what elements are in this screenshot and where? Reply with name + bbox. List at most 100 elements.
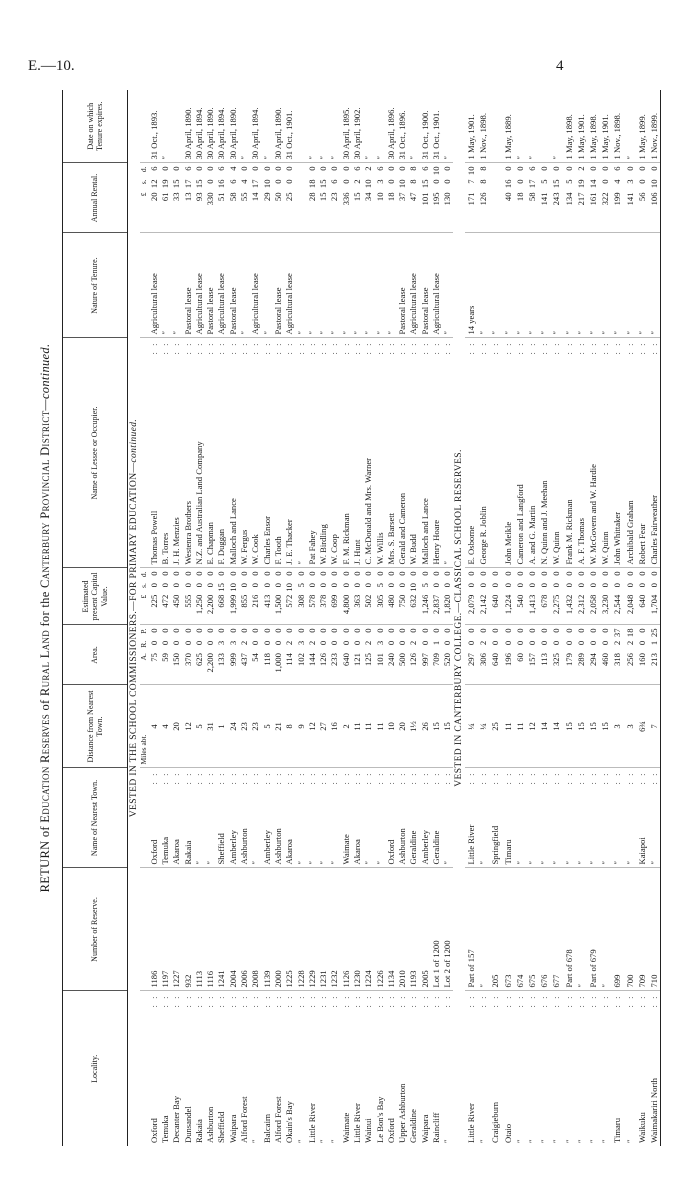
nearest-town: ″ [329, 860, 340, 865]
page-reference: E.—10. [28, 58, 75, 74]
area-part: 0 [563, 628, 574, 633]
locality-cell: Wainui [363, 991, 374, 1146]
rental-cell: 56 0 0 [635, 163, 648, 233]
area-part: 60 [514, 653, 525, 662]
lessee-cell: Archibald Graham [623, 338, 636, 568]
area-cell: 121 0 0 [351, 625, 363, 685]
area-part: 0 [502, 640, 513, 646]
locality-cell: Little River [465, 991, 477, 1146]
annual-rental-part: 6 [374, 166, 385, 171]
capital-value-cell: 216 0 0 [249, 568, 261, 625]
lessee-name: Gerald and Cameron [397, 492, 408, 565]
rental-cell: 33 15 0 [170, 163, 182, 233]
distance-cell: 15 [441, 685, 454, 768]
distance-cell: 14 [550, 685, 563, 768]
nearest-town: ″ [551, 860, 562, 865]
capital-value-cell: 2,275 0 0 [550, 568, 563, 625]
distance: 15 [431, 722, 442, 731]
area-cell: 294 0 0 [586, 625, 600, 685]
tenure: ″ [239, 330, 250, 335]
capital-value-cell: 2,058 0 0 [586, 568, 600, 625]
section-heading: VESTED IN THE SCHOOL COMMISSIONERS.—FOR … [128, 90, 141, 1146]
distance: 7 [648, 724, 659, 729]
rental-cell: 10 3 6 [373, 163, 386, 233]
town-cell: ″ [513, 768, 526, 868]
area-part: 0 [551, 628, 562, 633]
distance: 6¾ [636, 721, 647, 732]
area-cell: 54 0 0 [249, 625, 261, 685]
capital-value-part: 640 [636, 594, 647, 608]
distance: 21 [272, 722, 283, 731]
rental-cell: 330 0 0 [204, 163, 216, 233]
locality: Wainui [363, 1118, 374, 1143]
area-part: 0 [490, 640, 501, 646]
area-part: 0 [272, 640, 283, 646]
annual-rental-part: 8 [408, 166, 419, 171]
expiry-date: 1 Nov., 1898. [478, 113, 489, 160]
tenure: ″ [527, 330, 538, 335]
annual-rental-part: 0 [385, 166, 396, 171]
town-cell: Ashburton [396, 768, 408, 868]
table-row: Okain's Bay 1225 Akaroa 8 114 2 0 572 10 0 J. E. T… [283, 90, 295, 1146]
locality-cell: ″ [295, 991, 306, 1146]
capital-value-part: 0 [374, 571, 385, 576]
annual-rental-part: 0 [397, 166, 408, 171]
town-cell: ″ [538, 768, 551, 868]
annual-rental-part: 12 [148, 179, 159, 189]
distance: 23 [250, 722, 261, 731]
tenure-cell: Agricultural lease [148, 233, 160, 338]
expiry-date-cell [538, 90, 551, 163]
capital-value-part: 0 [272, 571, 283, 576]
distance: 15 [600, 722, 611, 731]
capital-value-cell: 572 10 0 [283, 568, 295, 625]
area-part: 500 [397, 653, 408, 666]
capital-value-part: 0 [318, 583, 329, 588]
lessee-cell: Cameron and Langford [513, 338, 526, 568]
town-cell: Amberley [260, 768, 273, 868]
area-part: 0 [159, 640, 170, 646]
reserve-cell: 1197 [159, 868, 171, 991]
reserve-cell: 2010 [396, 868, 408, 991]
area-part: 0 [600, 640, 611, 646]
area-part: 133 [216, 653, 227, 666]
nearest-town: ″ [442, 860, 453, 865]
table-row: ″ 2008 ″ 23 54 0 0 216 0 0 W. Cook Agricultural lea… [249, 90, 261, 1146]
area-cell: 256 2 18 [623, 625, 636, 685]
lessee-cell: W. Willis [373, 338, 386, 568]
lessee-name: W. Birdling [318, 524, 329, 565]
annual-rental-part: 0 [250, 166, 261, 171]
annual-rental-part: 330 [205, 192, 216, 206]
area-part: 0 [148, 628, 159, 633]
reserve-number: 1126 [340, 970, 351, 988]
annual-rental-part: 15 [318, 192, 329, 202]
header-row: Locality. Number of Reserve. Name of Neare… [62, 90, 128, 1146]
reserve-number: Part of 157 [466, 949, 477, 988]
lessee-name: W. Cook [250, 534, 261, 565]
lessee-name: J. Hunt [351, 539, 362, 565]
town-cell: ″ [362, 768, 374, 868]
expiry-date: 31 Oct., 1896. [397, 110, 408, 160]
tenure: Agricultural lease [193, 273, 204, 335]
capital-value-part: 2,312 [575, 594, 586, 615]
capital-value-part: 1,999 [227, 594, 238, 615]
locality-cell: ″ [250, 991, 261, 1146]
distance: 14 [539, 722, 550, 731]
distance-cell: 20 [396, 685, 408, 768]
capital-value-part: 0 [478, 571, 489, 576]
capital-value-part: 0 [239, 583, 250, 588]
reserve-cell: 1232 [328, 868, 341, 991]
lessee-name: E. Osborne [466, 525, 477, 565]
annual-rental-part: 336 [340, 192, 351, 206]
area-part: 1,000 [272, 653, 283, 673]
capital-value-part: 0 [171, 583, 182, 588]
capital-value-part: 0 [340, 571, 351, 576]
area-part: 2 [306, 640, 317, 646]
reserve-number: 1241 [216, 970, 227, 988]
rental-cell: 171 7 10 [465, 163, 478, 233]
locality-cell: Dunsandel [182, 991, 193, 1146]
distance-cell: 2 [340, 685, 352, 768]
table-row: Waimate 1126 Waimate 2 640 0 0 4,800 0 0 F. M. Ric… [340, 90, 352, 1146]
table-row: ″ ″ ″ ¼ 306 2 0 2,142 0 0 George R. Joblin ″ 126 8 8 1 … [477, 90, 490, 1146]
tenure: ″ [351, 330, 362, 335]
area-part: 0 [351, 640, 362, 646]
